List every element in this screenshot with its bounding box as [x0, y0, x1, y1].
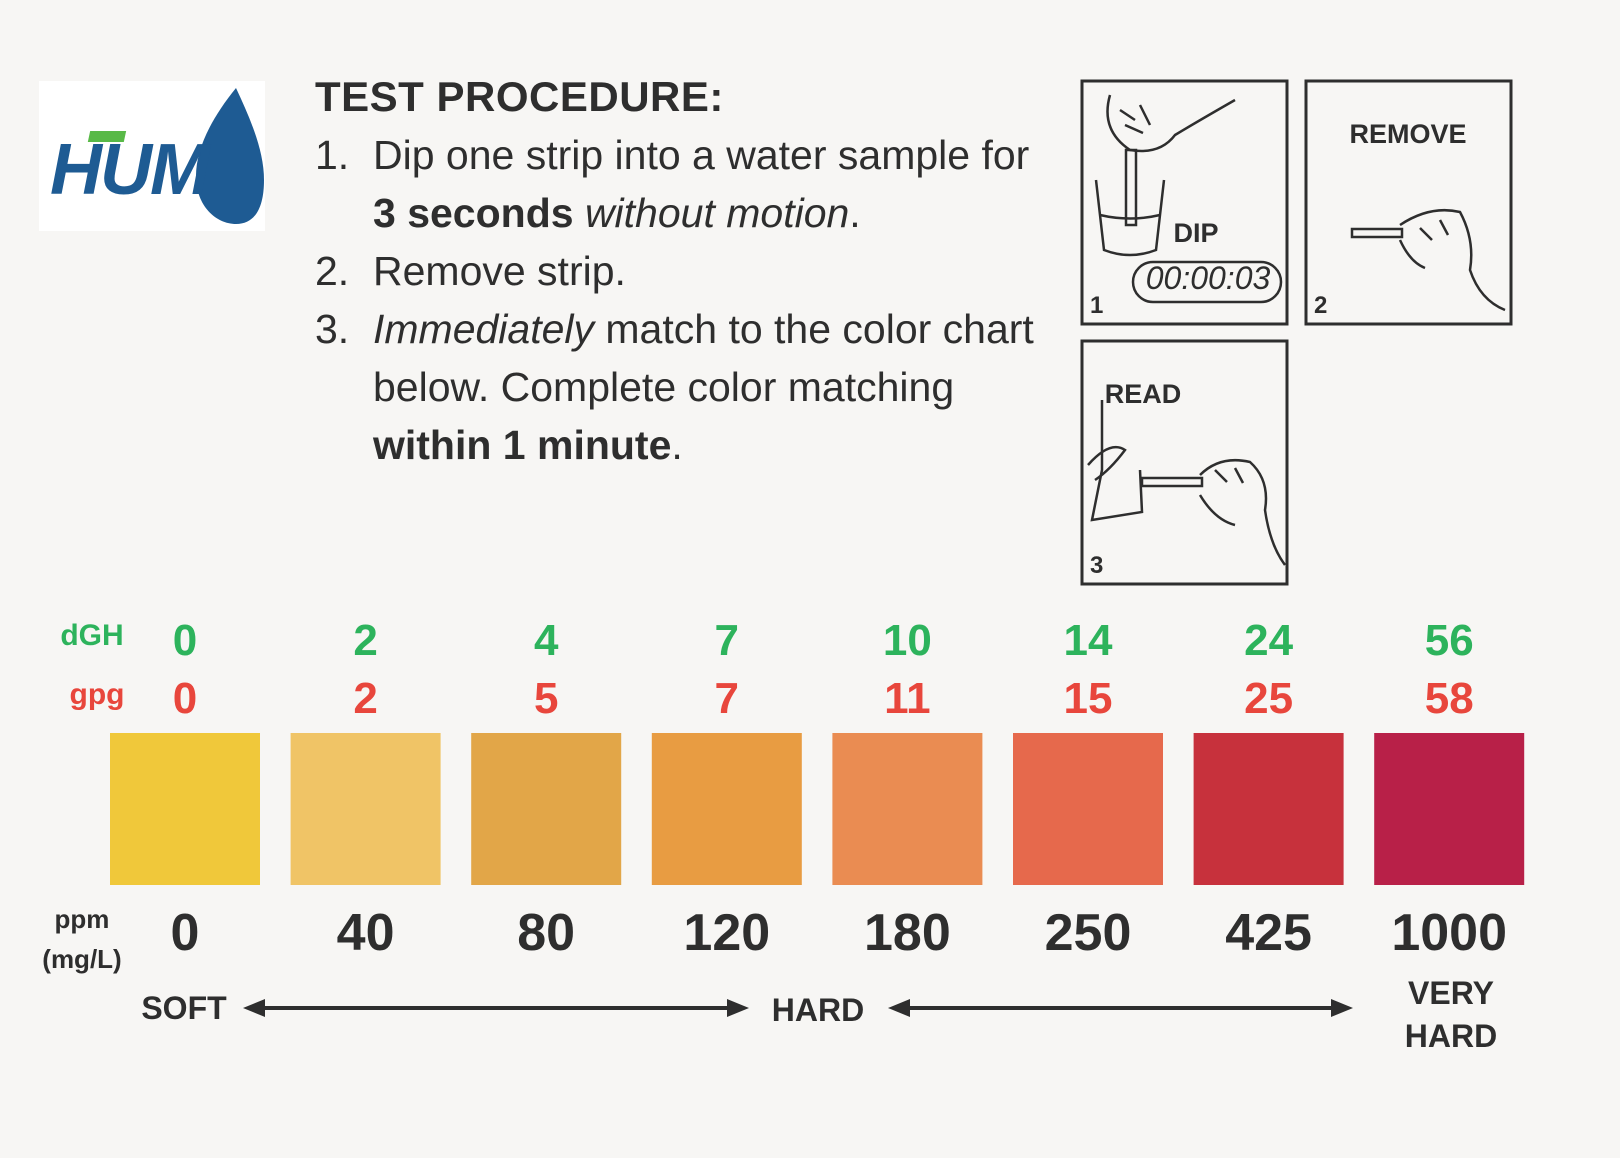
panel-label: DIP [1173, 218, 1218, 248]
procedure-title: TEST PROCEDURE: [315, 73, 724, 120]
procedure-step: 1. Dip one strip into a water sample for … [315, 126, 1060, 242]
panel-label: READ [1105, 379, 1182, 409]
logo-text: HUM [50, 130, 212, 210]
procedure: TEST PROCEDURE: 1. Dip one strip into a w… [315, 68, 1060, 474]
step-text: Remove strip. [373, 248, 626, 294]
gpg-value: 11 [884, 674, 931, 723]
panel-number: 1 [1090, 292, 1103, 319]
panel-art [1087, 94, 1506, 566]
gpg-value: 25 [1244, 674, 1293, 723]
step-number: 1. [315, 132, 350, 178]
color-swatch [290, 733, 441, 885]
procedure-step: 2. Remove strip. [315, 242, 1060, 300]
scale-hard: HARD [772, 992, 864, 1028]
color-swatch [110, 733, 260, 885]
step-text: Dip one strip into a water sample for [373, 132, 1030, 178]
panel-label: REMOVE [1349, 119, 1466, 149]
logo-drop [196, 88, 264, 224]
dgh-value: 24 [1244, 616, 1293, 665]
dgh-value: 0 [173, 616, 197, 665]
color-swatch [1013, 733, 1163, 885]
scale-very-hard: VERY [1408, 975, 1494, 1011]
step-number: 2. [315, 248, 350, 294]
step-text: 3 seconds [373, 190, 574, 236]
color-chart: dGH gpg ppm (mg/L) SOFT HARD VERY HARD 0… [42, 616, 1525, 1054]
gpg-value: 15 [1064, 674, 1113, 723]
step-text: match to the color chart below. Complete… [373, 306, 1034, 410]
color-swatch [832, 733, 983, 885]
ppm-value: 250 [1045, 904, 1132, 962]
panel-number: 2 [1314, 292, 1327, 319]
ppm-label: ppm [55, 904, 110, 934]
ppm-value: 425 [1225, 904, 1312, 962]
panel-frames [1080, 79, 1513, 586]
color-swatch [1374, 733, 1525, 885]
dgh-value: 4 [534, 616, 559, 665]
dgh-value: 2 [353, 616, 377, 665]
dgh-label: dGH [60, 619, 123, 652]
scale-soft: SOFT [141, 990, 227, 1026]
step-text: within 1 minute [373, 422, 672, 468]
procedure-step: 3. Immediately match to the color chart b… [315, 300, 1060, 474]
step-text: Immediately [373, 306, 595, 352]
gpg-label: gpg [70, 678, 125, 711]
color-swatch [1193, 733, 1344, 885]
gpg-value: 2 [353, 674, 377, 723]
gpg-value: 5 [534, 674, 558, 723]
gpg-value: 58 [1425, 674, 1474, 723]
ppm-value: 40 [337, 904, 395, 962]
ppm-value: 80 [517, 904, 575, 962]
ppm-value: 0 [171, 904, 200, 962]
gpg-value: 0 [173, 674, 197, 723]
ppm-unit: (mg/L) [42, 944, 121, 974]
step-text: . [849, 190, 861, 236]
step-text: without motion [573, 190, 850, 236]
dgh-value: 56 [1425, 616, 1474, 665]
panel-number: 3 [1090, 552, 1103, 579]
dgh-value: 7 [715, 616, 739, 665]
dgh-value: 10 [883, 616, 932, 665]
scale-arrows [243, 999, 1353, 1017]
panel-timer: 00:00:03 [1146, 260, 1271, 296]
step-number: 3. [315, 306, 350, 352]
logo-accent [87, 131, 127, 142]
ppm-value: 1000 [1391, 904, 1507, 962]
color-swatch [651, 733, 802, 885]
scale-very-hard: HARD [1405, 1018, 1497, 1054]
ppm-value: 180 [864, 904, 951, 962]
gpg-value: 7 [715, 674, 739, 723]
dgh-value: 14 [1064, 616, 1113, 665]
step-text: . [671, 422, 683, 468]
color-swatch [471, 733, 622, 885]
ppm-value: 120 [683, 904, 770, 962]
